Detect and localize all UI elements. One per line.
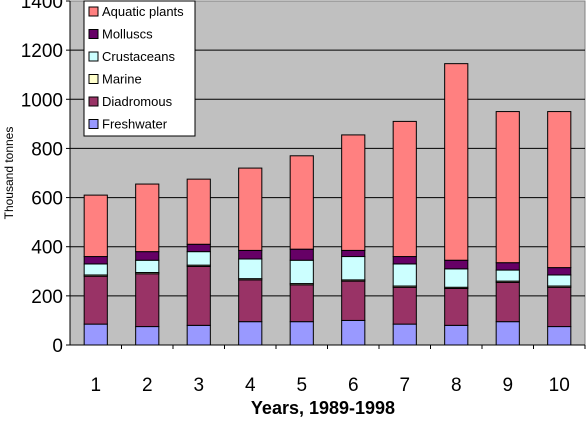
y-axis-label: Thousand tonnes — [2, 127, 16, 220]
bar-segment — [238, 258, 263, 280]
bar-segment — [83, 256, 108, 265]
x-axis-ticks: 1 2 3 4 5 6 7 8 9 10 — [90, 345, 586, 396]
bar-segment — [444, 268, 469, 288]
bar-segment — [444, 259, 469, 270]
bar-segment — [495, 269, 520, 282]
bar-segment — [495, 281, 520, 323]
bar-segment — [238, 279, 263, 323]
legend-swatch — [88, 119, 99, 129]
bar-segment — [341, 134, 366, 251]
legend-label: Aquatic plants — [102, 4, 184, 19]
y-tick-label: 400 — [31, 238, 63, 259]
legend-swatch — [88, 96, 99, 107]
x-tick-label: 3 — [193, 375, 204, 396]
bar-segment — [238, 321, 263, 346]
x-tick-label: 4 — [245, 375, 256, 396]
legend-swatch — [88, 29, 99, 39]
bar-segment — [547, 267, 572, 276]
bar-segment — [495, 111, 520, 264]
bar-segment — [289, 321, 314, 346]
bar-segment — [83, 263, 108, 276]
legend-label: Molluscs — [102, 27, 153, 42]
x-tick-label: 7 — [399, 375, 410, 396]
y-axis-ticks: 0 200 400 600 800 1000 1200 1400 — [21, 0, 70, 357]
bar-segment — [186, 178, 211, 245]
bar-segment — [392, 263, 417, 287]
x-tick-label: 10 — [549, 375, 570, 396]
x-tick-label: 1 — [90, 375, 101, 396]
bar-segment — [495, 321, 520, 346]
bar-segment — [392, 256, 417, 265]
y-tick-label: 200 — [31, 287, 63, 308]
legend-label: Crustaceans — [102, 49, 175, 64]
x-axis-label: Years, 1989-1998 — [251, 398, 395, 418]
bar-segment — [135, 326, 160, 346]
legend-label: Diadromous — [102, 94, 173, 109]
bar-segment — [392, 120, 417, 258]
y-tick-label: 1200 — [21, 41, 63, 62]
legend-label: Freshwater — [102, 117, 168, 132]
y-tick-label: 1400 — [21, 0, 63, 13]
bar-segment — [186, 324, 211, 346]
bar-segment — [83, 275, 108, 325]
x-tick-label: 5 — [296, 375, 307, 396]
bar-segment — [341, 280, 366, 321]
x-tick-label: 6 — [348, 375, 359, 396]
bar-segment — [135, 251, 160, 261]
bar-segment — [444, 63, 469, 261]
bar-segment — [238, 249, 263, 260]
bar-segment — [135, 183, 160, 253]
y-tick-label: 1000 — [21, 90, 63, 111]
bar-segment — [289, 248, 314, 261]
bar-segment — [289, 259, 314, 285]
bar-segment — [341, 256, 366, 281]
bar-segment — [186, 251, 211, 266]
bar-segment — [495, 262, 520, 271]
bar-segment — [547, 111, 572, 269]
y-tick-label: 800 — [31, 139, 63, 160]
bar-segment — [289, 155, 314, 250]
bar-segment — [83, 323, 108, 346]
bar-segment — [289, 284, 314, 323]
x-tick-label: 8 — [451, 375, 462, 396]
bar-segment — [341, 249, 366, 258]
legend-swatch — [88, 6, 99, 17]
legend-label: Marine — [102, 72, 142, 87]
legend-box — [83, 0, 196, 137]
bar-segment — [238, 167, 263, 251]
legend-swatch — [88, 74, 99, 84]
y-tick-label: 600 — [31, 189, 63, 210]
bar-segment — [547, 286, 572, 328]
bars — [83, 63, 572, 346]
bar-segment — [135, 273, 160, 328]
bar-segment — [135, 259, 160, 274]
x-tick-label: 2 — [142, 375, 153, 396]
bar-segment — [83, 194, 108, 258]
bar-segment — [444, 287, 469, 326]
bar-segment — [547, 274, 572, 287]
bar-segment — [392, 323, 417, 346]
bar-segment — [186, 243, 211, 253]
y-tick-label: 0 — [52, 336, 63, 357]
legend-swatch — [88, 51, 99, 62]
bar-segment — [341, 319, 366, 346]
bar-segment — [186, 265, 211, 326]
x-tick-label: 9 — [502, 375, 513, 396]
legend: Aquatic plants Molluscs Crustaceans Marine D… — [83, 0, 196, 137]
bar-segment — [392, 286, 417, 325]
bar-segment — [444, 324, 469, 346]
bar-segment — [547, 326, 572, 346]
